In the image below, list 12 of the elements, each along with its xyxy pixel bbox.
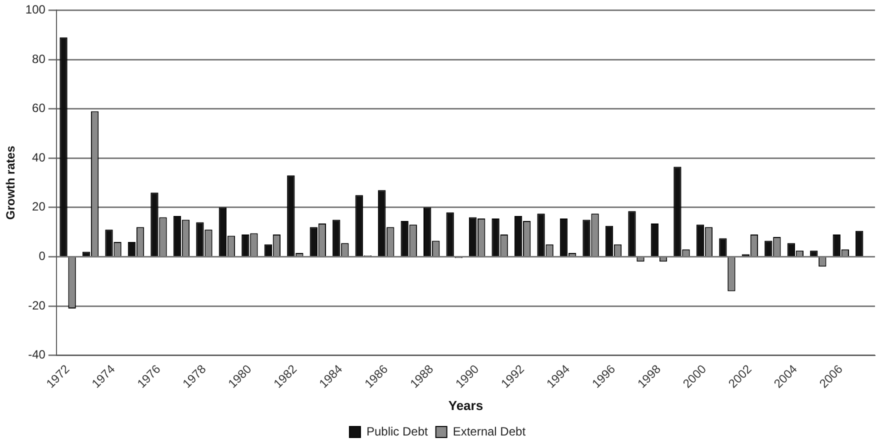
y-tick-label: 40 bbox=[32, 150, 46, 164]
y-axis-title: Growth rates bbox=[4, 145, 18, 220]
y-tick-label: -40 bbox=[28, 348, 46, 362]
x-axis-title: Years bbox=[448, 398, 484, 413]
y-tick-label: -20 bbox=[28, 298, 46, 312]
legend-label: Public Debt bbox=[366, 424, 428, 438]
y-tick-label: 20 bbox=[32, 200, 46, 214]
legend-label: External Debt bbox=[452, 424, 526, 438]
y-tick-label: 60 bbox=[32, 101, 46, 116]
y-tick-label: 80 bbox=[32, 52, 46, 66]
y-tick-label: 0 bbox=[38, 249, 46, 264]
y-tick-label: 100 bbox=[25, 2, 46, 17]
